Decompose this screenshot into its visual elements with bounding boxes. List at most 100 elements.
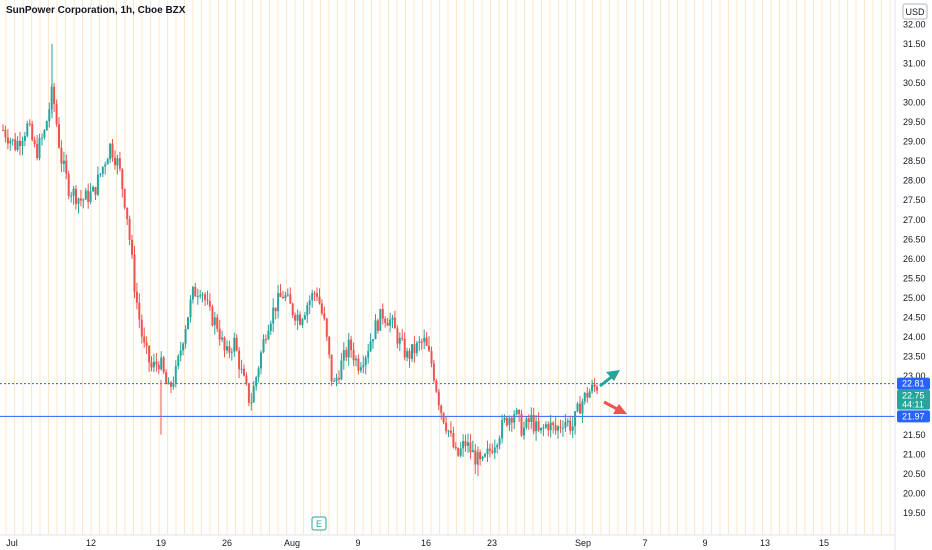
candle-body [588,391,591,398]
candle-body [552,422,555,426]
candle-body [401,337,404,339]
time-axis[interactable]: Jul 12 19 26 Aug 9 16 23 Sep 7 9 13 15 [0,534,895,548]
candle-body [357,358,360,371]
candle-body [58,124,60,148]
candle-body [435,380,438,392]
candle-body [213,317,216,326]
candle-body [262,339,265,353]
candle-body [19,140,21,146]
candle-body [155,361,158,365]
earnings-marker[interactable]: E [311,516,327,531]
candle-body [525,418,528,428]
x-tick-label: 7 [642,538,647,548]
candle-body [60,147,63,164]
price-axis[interactable]: 19.5020.0020.5021.0021.5022.0022.5023.00… [894,0,926,550]
candle-body [530,415,533,422]
candle-body [301,319,304,325]
candle-body [479,452,482,460]
x-tick-label: Sep [575,538,591,548]
candle-body [291,303,294,316]
candle-body [459,448,462,456]
candle-body [45,121,48,131]
candle-body [230,351,233,353]
candle-body [87,190,90,202]
candle-body [123,189,126,208]
candle-body [566,420,569,423]
candle-body [418,341,421,343]
candle-body [486,448,489,455]
x-tick-label: 9 [702,538,707,548]
candle-body [152,361,155,368]
candle-body [245,375,248,384]
y-tick-label: 31.50 [903,39,926,49]
candle-body [174,366,177,384]
candle-body [391,317,394,320]
candle-body [238,350,241,370]
candle-body [430,350,433,364]
currency-badge[interactable]: USD [902,3,928,20]
candle-body [77,198,80,204]
current-price-badge [897,389,930,410]
candle-body [179,350,182,356]
candle-body [449,430,452,433]
candle-body [167,382,170,385]
candle-body [36,144,39,159]
candle-body [510,418,513,423]
candle-body [196,295,199,297]
candle-body [445,422,448,432]
candle-body [540,427,542,431]
candle-body [160,357,163,370]
candle-body [28,123,31,125]
candle-body [579,403,581,414]
candle-body [369,341,372,352]
candle-body [53,86,56,104]
candle-body [398,337,401,344]
candle-body [260,352,262,369]
candle-body [352,350,355,361]
candle-body [447,430,450,432]
candle-body [338,377,340,380]
candle-body [250,402,253,404]
candle-body [408,351,411,359]
candle-body [96,174,99,195]
candle-body [501,420,504,439]
candle-body [70,195,73,197]
candle-body [172,383,175,387]
candle-body [355,358,357,361]
candle-body [218,328,221,340]
candle-body [116,158,119,166]
candle-body [38,138,41,159]
current-price-text: 22.75 [902,391,925,401]
candle-body [306,305,309,316]
y-tick-label: 28.50 [903,156,926,166]
candle-body [328,336,331,355]
x-tick-label: Jul [6,538,18,548]
candle-body [535,421,538,432]
candle-body [569,420,572,431]
candle-body [481,456,484,460]
candle-body [518,409,521,414]
y-tick-label: 30.50 [903,78,926,88]
candle-body [269,323,272,331]
candle-body [576,403,579,412]
candle-body [235,337,238,351]
candle-body [320,303,323,314]
candle-body [109,143,112,160]
candle-body [350,339,353,351]
y-tick-label: 20.00 [903,488,926,498]
candle-body [43,130,46,138]
candle-body [467,442,469,446]
candle-body [165,372,168,385]
candle-body [194,286,197,297]
y-tick-label: 31.00 [903,58,926,68]
candle-body [316,293,318,297]
candle-body [14,139,17,150]
y-tick-label: 21.00 [903,449,926,459]
candle-body [583,392,586,402]
candle-body [143,336,146,343]
candle-body [111,143,114,158]
y-tick-label: 24.00 [903,332,926,342]
candle-body [240,368,243,370]
